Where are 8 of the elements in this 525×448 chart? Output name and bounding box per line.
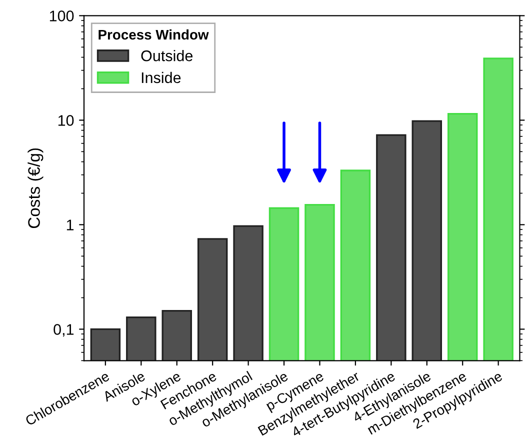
legend-label: Inside bbox=[142, 72, 181, 84]
y-tick-label: 10 bbox=[58, 115, 74, 126]
y-axis-title: Costs (€/g) bbox=[28, 148, 44, 228]
legend-title: Process Window bbox=[98, 29, 209, 40]
legend-label: Outside bbox=[141, 50, 192, 62]
y-tick-label: 100 bbox=[50, 10, 74, 22]
y-tick-label: 0,1 bbox=[54, 324, 74, 337]
y-tick-label: 1 bbox=[66, 220, 74, 230]
